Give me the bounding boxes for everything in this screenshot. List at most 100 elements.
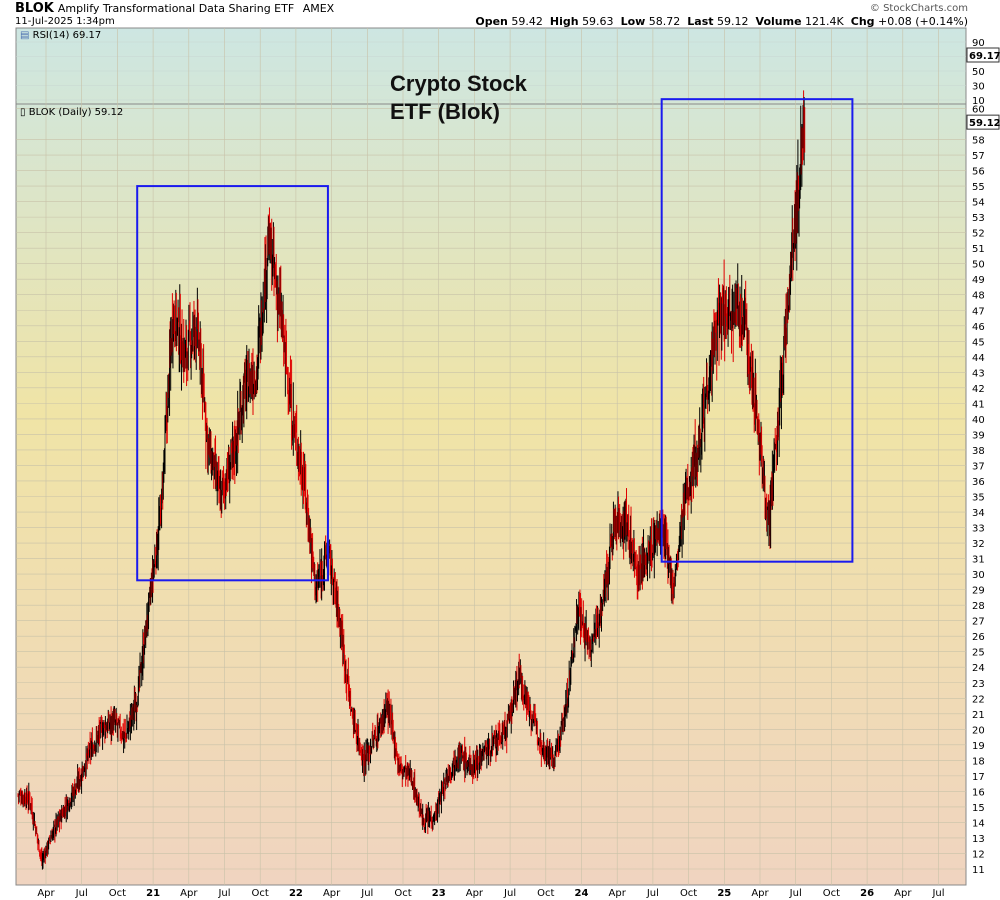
y-tick-label: 31 <box>972 555 985 566</box>
x-tick-label: Oct <box>823 888 840 899</box>
rsi-legend-text: RSI(14) 69.17 <box>32 30 102 41</box>
x-tick-label: Oct <box>252 888 269 899</box>
x-tick-label: 24 <box>575 888 589 899</box>
rsi-value-tag <box>966 47 1000 63</box>
y-tick-label: 21 <box>972 710 985 721</box>
price-legend-text: BLOK (Daily) 59.12 <box>28 107 124 118</box>
rsi-tick-label: 30 <box>972 82 985 93</box>
rsi-tick-label: 10 <box>972 96 985 107</box>
last-value: 59.12 <box>717 15 749 28</box>
rsi-legend: ▤ RSI(14) 69.17 <box>20 30 101 41</box>
rsi-value-tag-text: 69.17 <box>969 51 1000 62</box>
y-tick-label: 44 <box>972 353 985 364</box>
chg-label: Chg <box>850 15 875 28</box>
y-tick-label: 58 <box>972 136 985 147</box>
y-tick-label: 16 <box>972 787 985 798</box>
high-value: 59.63 <box>582 15 614 28</box>
y-tick-label: 11 <box>972 865 985 876</box>
y-tick-label: 55 <box>972 182 985 193</box>
y-tick-label: 37 <box>972 461 985 472</box>
x-tick-label: Apr <box>894 888 912 899</box>
x-tick-label: Jul <box>931 888 944 899</box>
rsi-tick-label: 50 <box>972 67 985 78</box>
open-label: Open <box>475 15 508 28</box>
highlight-box <box>136 185 329 582</box>
candle-icon: ▯ <box>20 107 26 118</box>
last-price-tag-text: 59.12 <box>969 118 1000 129</box>
y-tick-label: 33 <box>972 524 985 535</box>
y-tick-label: 15 <box>972 803 985 814</box>
y-tick-label: 26 <box>972 632 985 643</box>
y-tick-label: 36 <box>972 477 985 488</box>
x-tick-label: Jul <box>75 888 88 899</box>
x-tick-label: 21 <box>146 888 160 899</box>
x-tick-label: Apr <box>466 888 484 899</box>
x-tick-label: Apr <box>180 888 198 899</box>
x-tick-label: Apr <box>37 888 55 899</box>
y-tick-label: 30 <box>972 570 985 581</box>
brand-logo[interactable]: © StockCharts.com <box>869 3 968 14</box>
y-tick-label: 53 <box>972 213 985 224</box>
x-tick-label: Jul <box>646 888 659 899</box>
y-tick-label: 20 <box>972 725 985 736</box>
y-tick-label: 24 <box>972 663 985 674</box>
highlight-box <box>660 98 854 563</box>
chart-annotation: Crypto Stock ETF (Blok) <box>390 70 527 126</box>
y-tick-label: 56 <box>972 167 985 178</box>
x-tick-label: Oct <box>394 888 411 899</box>
y-tick-label: 25 <box>972 648 985 659</box>
low-label: Low <box>620 15 646 28</box>
low-value: 58.72 <box>648 15 681 28</box>
y-tick-label: 46 <box>972 322 985 333</box>
exchange-name: AMEX <box>302 2 335 15</box>
y-tick-label: 45 <box>972 337 985 348</box>
y-tick-label: 48 <box>972 291 985 302</box>
y-tick-label: 39 <box>972 430 985 441</box>
volume-value: 121.4K <box>805 15 844 28</box>
x-tick-label: Jul <box>789 888 802 899</box>
timestamp: 11-Jul-2025 1:34pm <box>15 16 115 27</box>
rsi-icon: ▤ <box>20 30 30 41</box>
y-tick-label: 18 <box>972 756 985 767</box>
fund-name: Amplify Transformational Data Sharing ET… <box>57 2 295 15</box>
open-value: 59.42 <box>511 15 543 28</box>
x-tick-label: Apr <box>751 888 769 899</box>
x-tick-label: Apr <box>609 888 627 899</box>
chart-header: BLOK Amplify Transformational Data Sharin… <box>0 0 1000 28</box>
y-tick-label: 29 <box>972 586 985 597</box>
y-tick-label: 28 <box>972 601 985 612</box>
annotation-line-2: ETF (Blok) <box>390 99 500 124</box>
annotation-line-1: Crypto Stock <box>390 71 527 96</box>
price-legend: ▯ BLOK (Daily) 59.12 <box>20 107 123 118</box>
y-tick-label: 19 <box>972 741 985 752</box>
ticker-symbol: BLOK <box>15 1 54 16</box>
y-tick-label: 38 <box>972 446 985 457</box>
x-tick-label: Oct <box>537 888 554 899</box>
x-tick-label: 23 <box>432 888 446 899</box>
y-tick-label: 57 <box>972 151 985 162</box>
x-tick-label: Jul <box>360 888 373 899</box>
x-tick-label: Oct <box>680 888 697 899</box>
y-tick-label: 41 <box>972 399 985 410</box>
y-tick-label: 34 <box>972 508 985 519</box>
high-label: High <box>549 15 579 28</box>
y-tick-label: 13 <box>972 834 985 845</box>
x-tick-label: Jul <box>503 888 516 899</box>
chg-value: +0.08 (+0.14%) <box>878 15 968 28</box>
y-tick-label: 51 <box>972 244 985 255</box>
y-tick-label: 32 <box>972 539 985 550</box>
last-label: Last <box>687 15 714 28</box>
x-tick-label: Apr <box>323 888 341 899</box>
y-tick-label: 14 <box>972 818 985 829</box>
y-tick-label: 40 <box>972 415 985 426</box>
x-tick-label: 25 <box>717 888 731 899</box>
rsi-tick-label: 90 <box>972 38 985 49</box>
x-tick-label: 22 <box>289 888 303 899</box>
x-tick-label: Oct <box>109 888 126 899</box>
x-tick-label: Jul <box>217 888 230 899</box>
y-tick-label: 42 <box>972 384 985 395</box>
y-tick-label: 50 <box>972 260 985 271</box>
quote-bar: Open 59.42 High 59.63 Low 58.72 Last 59.… <box>475 15 968 28</box>
ticker-title: BLOK Amplify Transformational Data Sharin… <box>15 1 334 16</box>
